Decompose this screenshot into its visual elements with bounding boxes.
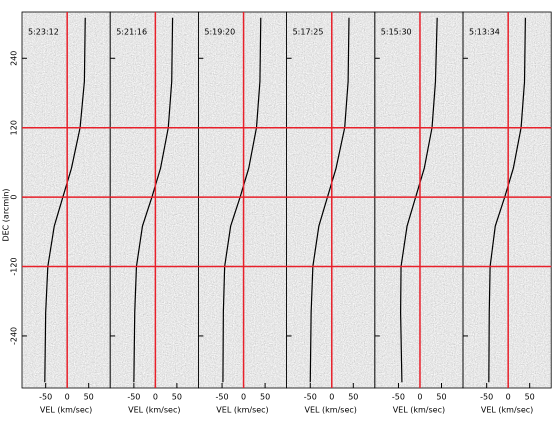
panel-title: 5:19:20 xyxy=(204,28,235,37)
panel-title: 5:17:25 xyxy=(293,28,324,37)
x-tick-label: 50 xyxy=(172,393,182,402)
x-tick-label: 50 xyxy=(348,393,358,402)
x-axis-label: VEL (km/sec) xyxy=(128,406,180,415)
panel-title: 5:15:30 xyxy=(381,28,412,37)
x-axis-label: VEL (km/sec) xyxy=(481,406,533,415)
x-tick-label: 0 xyxy=(241,393,246,402)
x-tick-label: 0 xyxy=(506,393,511,402)
x-axis-label: VEL (km/sec) xyxy=(216,406,268,415)
x-tick-label: -50 xyxy=(392,393,405,402)
x-tick-label: 0 xyxy=(65,393,70,402)
x-tick-label: -50 xyxy=(304,393,317,402)
x-tick-label: 50 xyxy=(84,393,94,402)
y-tick-label: -240 xyxy=(10,327,19,345)
y-tick-label: 240 xyxy=(10,51,19,66)
x-tick-label: 0 xyxy=(329,393,334,402)
y-tick-label: 120 xyxy=(10,120,19,135)
y-axis-label: DEC (arcmin) xyxy=(2,188,11,241)
panel-frame xyxy=(462,11,552,389)
x-tick-label: 50 xyxy=(260,393,270,402)
panel-title: 5:23:12 xyxy=(28,28,59,37)
y-tick-label: 0 xyxy=(10,195,19,200)
x-tick-label: 50 xyxy=(436,393,446,402)
x-tick-label: 50 xyxy=(525,393,535,402)
panel-title: 5:13:34 xyxy=(469,28,500,37)
x-axis-label: VEL (km/sec) xyxy=(305,406,357,415)
panel-title: 5:21:16 xyxy=(116,28,147,37)
x-axis-label: VEL (km/sec) xyxy=(40,406,92,415)
x-tick-label: -50 xyxy=(480,393,493,402)
x-tick-label: 0 xyxy=(153,393,158,402)
x-tick-label: 0 xyxy=(417,393,422,402)
x-axis-label: VEL (km/sec) xyxy=(393,406,445,415)
x-tick-label: -50 xyxy=(39,393,52,402)
y-tick-label: -120 xyxy=(10,257,19,275)
x-tick-label: -50 xyxy=(127,393,140,402)
x-tick-label: -50 xyxy=(216,393,229,402)
